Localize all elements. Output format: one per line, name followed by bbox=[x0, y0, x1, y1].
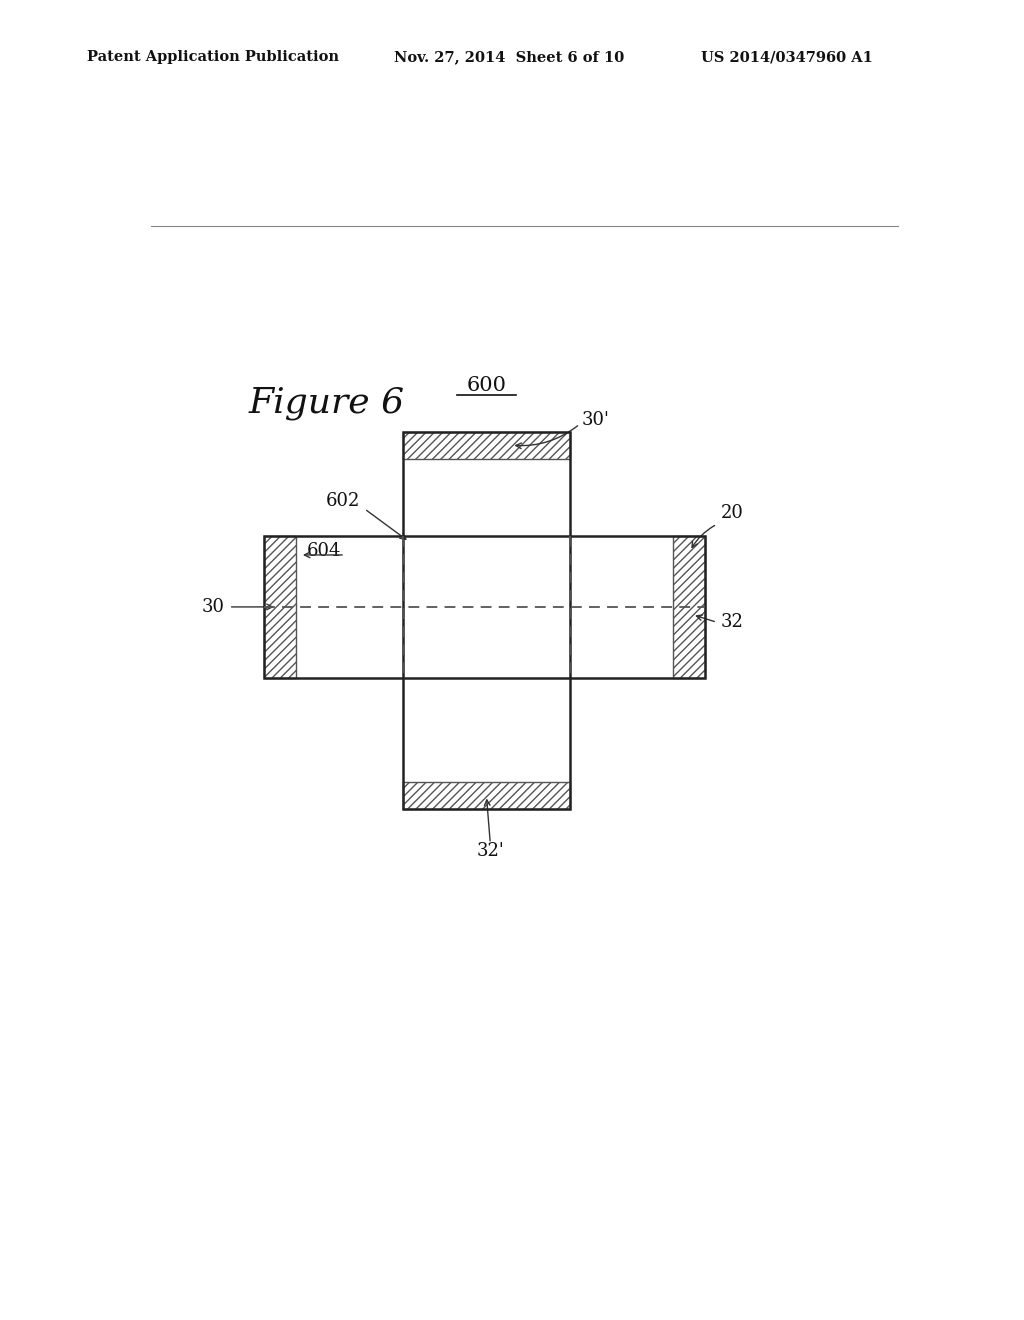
Text: US 2014/0347960 A1: US 2014/0347960 A1 bbox=[701, 50, 873, 65]
Bar bbox=[403, 432, 569, 459]
Text: 604: 604 bbox=[306, 543, 341, 560]
Bar bbox=[263, 536, 706, 678]
Bar bbox=[673, 536, 706, 678]
Text: 32: 32 bbox=[721, 614, 743, 631]
Text: 30': 30' bbox=[582, 412, 609, 429]
Bar bbox=[263, 536, 296, 678]
Bar bbox=[403, 781, 569, 809]
Text: 30: 30 bbox=[202, 598, 225, 616]
Text: Nov. 27, 2014  Sheet 6 of 10: Nov. 27, 2014 Sheet 6 of 10 bbox=[394, 50, 625, 65]
Bar bbox=[403, 432, 569, 809]
Text: 600: 600 bbox=[467, 376, 507, 395]
Text: Figure 6: Figure 6 bbox=[248, 385, 404, 420]
Text: 32': 32' bbox=[476, 842, 504, 861]
Text: 20: 20 bbox=[721, 504, 743, 521]
Text: 602: 602 bbox=[326, 492, 360, 510]
Bar bbox=[403, 432, 569, 809]
Bar bbox=[263, 536, 706, 678]
Text: Patent Application Publication: Patent Application Publication bbox=[87, 50, 339, 65]
